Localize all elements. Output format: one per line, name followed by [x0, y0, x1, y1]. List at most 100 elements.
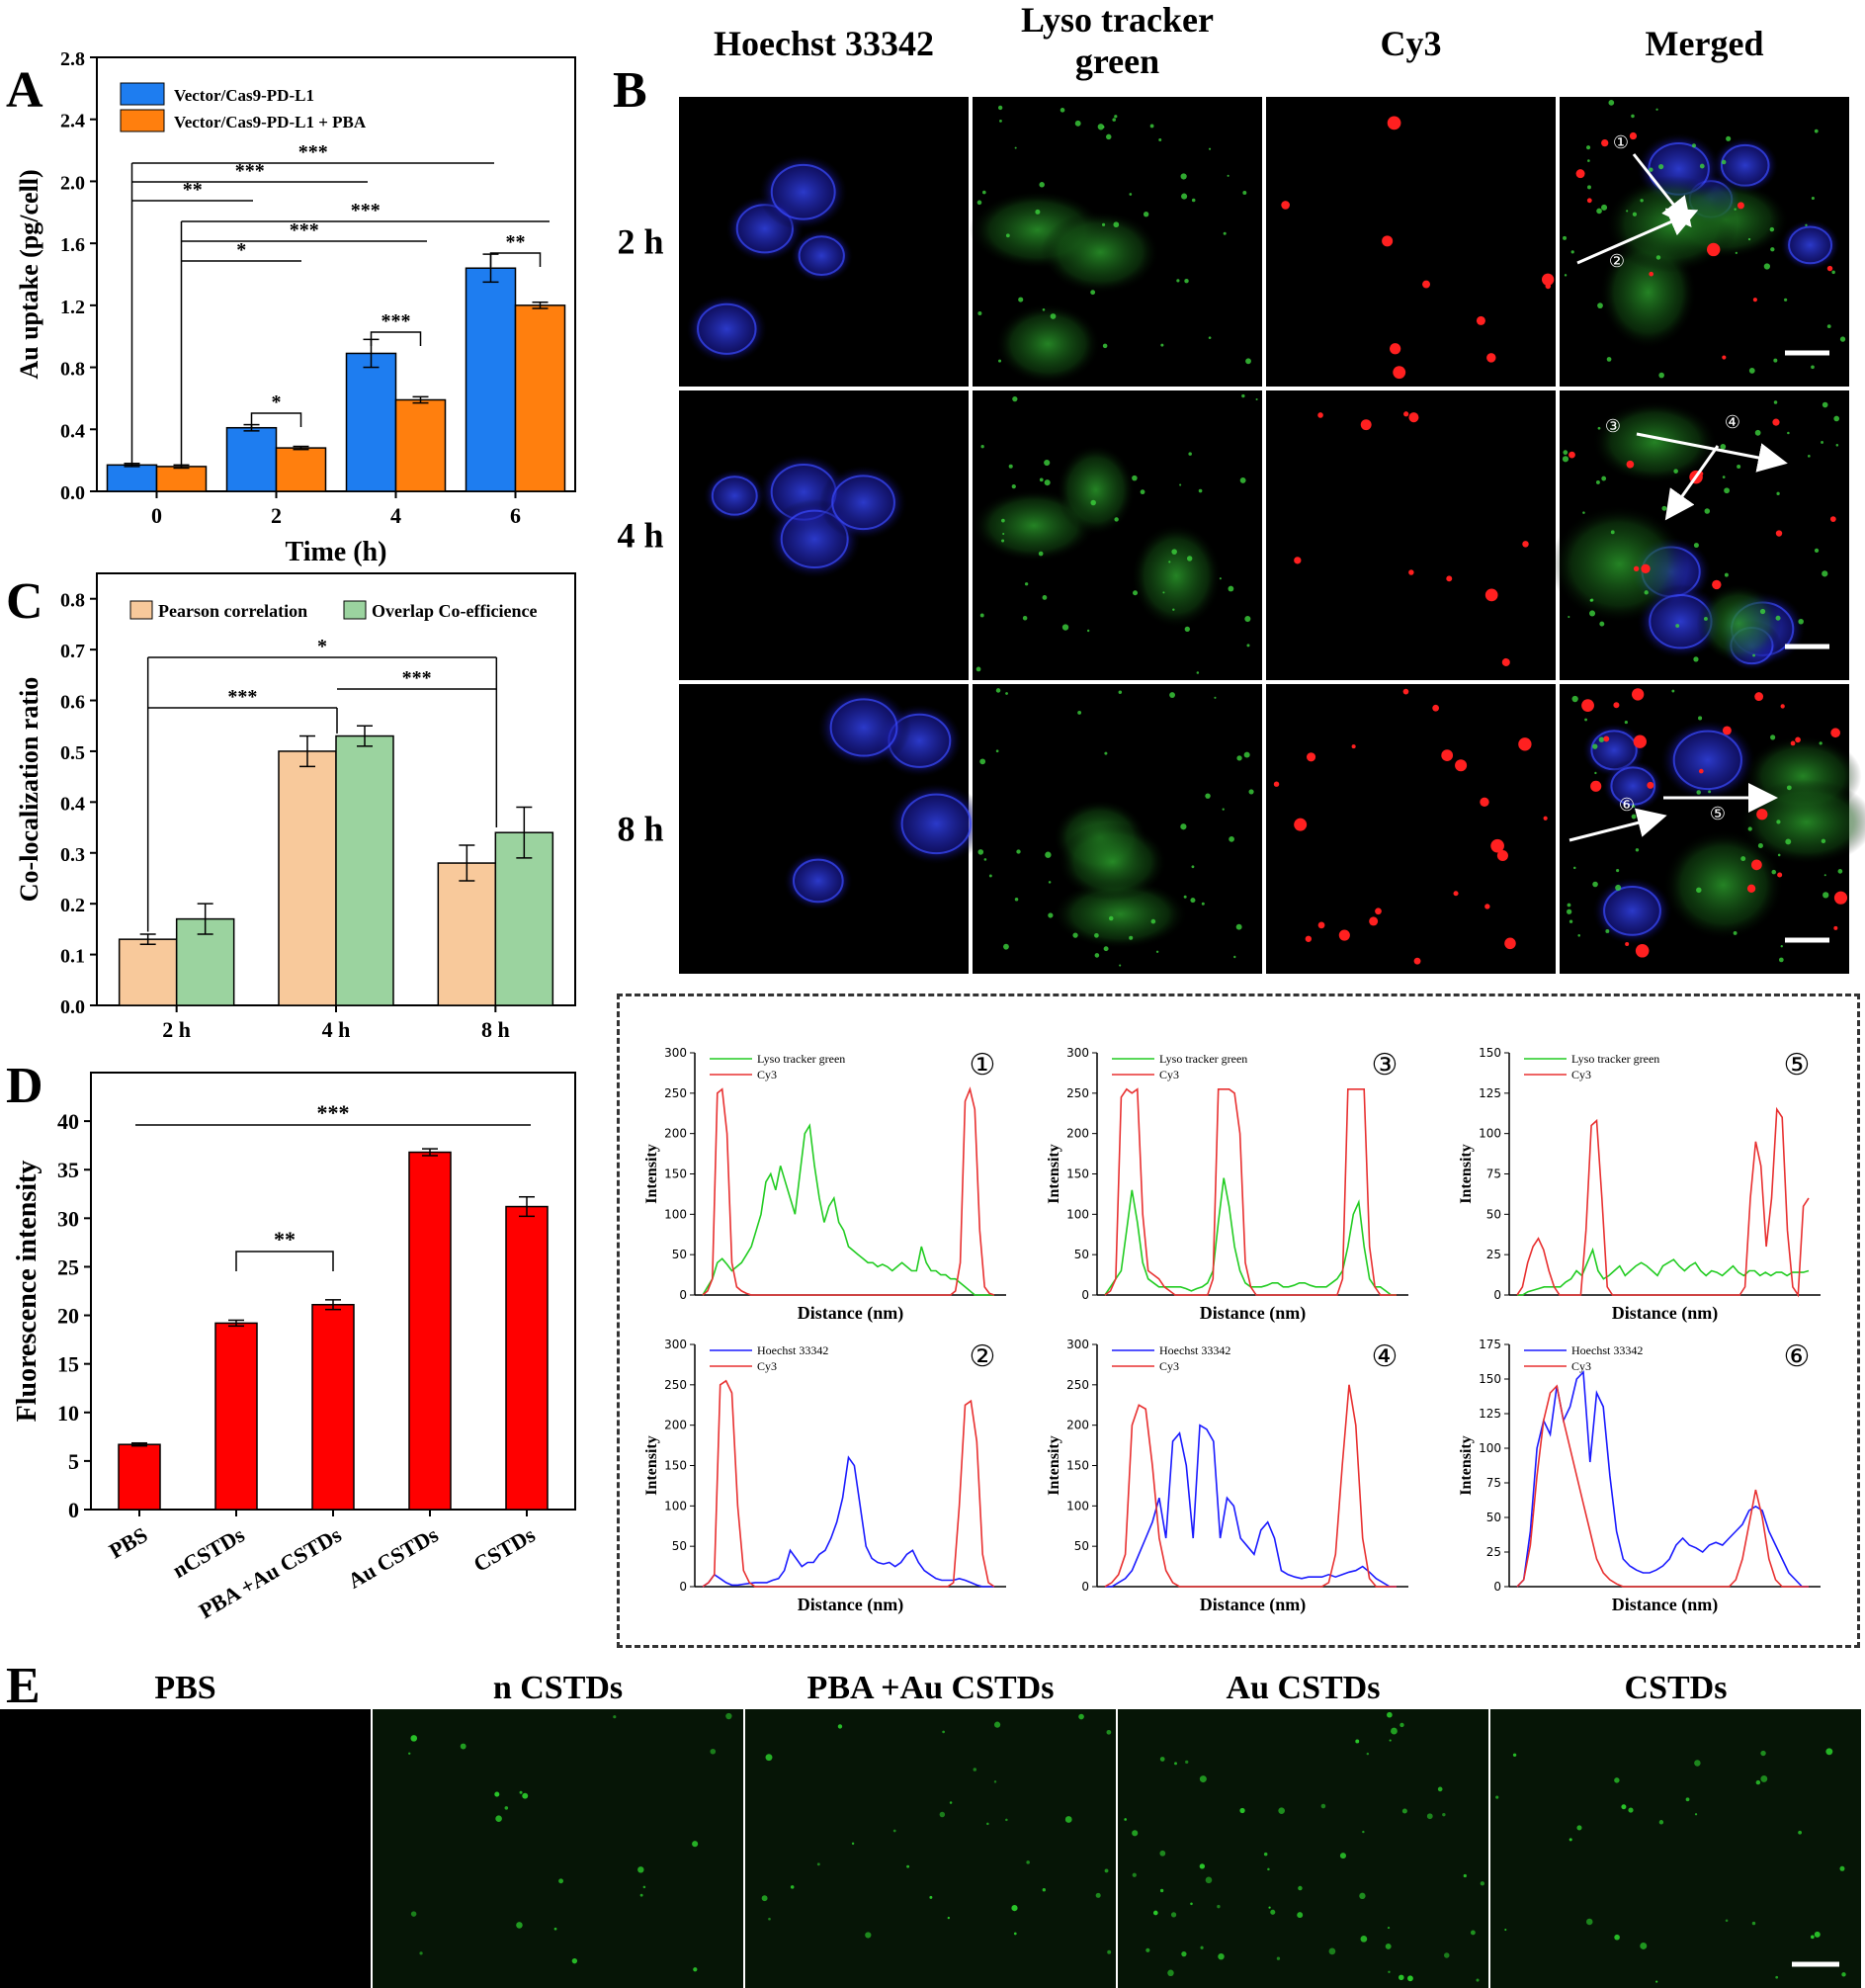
lysosome-dot — [1572, 866, 1576, 870]
micrograph-tile — [970, 97, 1262, 387]
lysosome-dot — [1605, 928, 1610, 933]
y-tick-label: 1.2 — [60, 297, 85, 318]
y-tick-label: 75 — [1486, 1476, 1501, 1490]
lysosome-dot — [1759, 608, 1766, 615]
fluorescent-spot — [993, 1780, 997, 1783]
cy3-spot — [1613, 702, 1620, 709]
y-tick-label: 200 — [1066, 1127, 1089, 1141]
fluorescent-spot — [613, 1715, 617, 1719]
lysosome-dot — [1045, 851, 1052, 858]
y-tick-label: 50 — [1486, 1207, 1501, 1221]
fluorescent-spot — [1095, 1892, 1101, 1898]
fluorescent-spot — [1185, 1760, 1189, 1765]
cy3-spot — [1752, 298, 1757, 303]
panel-letter-b: B — [613, 62, 647, 119]
fluorescent-spot — [1106, 1729, 1112, 1735]
y-tick-label: 0 — [1081, 1580, 1089, 1594]
legend-swatch-peach — [129, 600, 153, 620]
fluorescent-spot — [1751, 1921, 1756, 1926]
bar — [278, 750, 337, 1006]
lysosome-dot — [980, 445, 984, 449]
cy3-spot — [1581, 699, 1594, 713]
lysosome-dot — [1208, 147, 1212, 150]
significance-bracket — [370, 331, 422, 346]
lysosome-dot — [1582, 511, 1585, 514]
panel-letter-c: C — [6, 573, 43, 630]
lysosome-dot — [1720, 443, 1727, 450]
x-axis-label: Time (h) — [286, 537, 387, 567]
lysosome-dot — [1222, 808, 1225, 811]
lysosome-dot — [1587, 185, 1591, 190]
lysosome-dot — [1191, 198, 1196, 203]
y-tick-label: 300 — [664, 1046, 687, 1060]
lysosome-dot — [1661, 505, 1667, 511]
fluorescent-spot — [1442, 1812, 1446, 1817]
cy3-spot — [1772, 418, 1780, 426]
bar — [311, 1304, 355, 1511]
lysosome-dot — [1724, 572, 1729, 577]
lysosome-dot — [1655, 108, 1658, 111]
fluorescent-spot — [1798, 1830, 1803, 1835]
cy3-spot — [1647, 781, 1654, 789]
roi-marker: ⑥ — [1619, 795, 1635, 816]
cy3-spot — [1829, 516, 1836, 523]
legend-label: Vector/Cas9-PD-L1 + PBA — [174, 113, 367, 131]
cy3-spot — [1649, 271, 1653, 277]
lysosome-dot — [1155, 950, 1159, 953]
fluorescent-spot — [410, 1911, 417, 1917]
nucleus-outline — [900, 793, 973, 855]
cy3-spot — [1603, 735, 1610, 742]
fluorescence-tile — [1118, 1709, 1488, 1988]
cy3-spot — [1722, 355, 1727, 360]
cy3-spot — [1408, 412, 1419, 423]
lysosome-dot — [1658, 372, 1664, 379]
roi-marker: ⑤ — [1784, 1048, 1811, 1082]
lysosome-dot — [1734, 208, 1737, 211]
lysosome-dot — [1778, 957, 1784, 963]
lysosome-dot — [1570, 250, 1574, 254]
fluorescent-spot — [692, 1841, 699, 1848]
lysosome-dot — [998, 359, 1002, 363]
fluorescent-spot — [816, 1862, 820, 1866]
lysosome-dot — [1048, 881, 1052, 884]
x-axis-label: Distance (nm) — [798, 1595, 903, 1615]
fluorescent-spot — [1825, 1748, 1833, 1756]
lysosome-dot — [1244, 615, 1251, 623]
cytoplasm — [1058, 822, 1168, 902]
significance-bracket — [235, 1251, 334, 1271]
y-tick-label: 250 — [1066, 1086, 1089, 1100]
lysosome-dot — [1585, 145, 1591, 150]
significance-label: * — [236, 239, 246, 261]
x-axis-label: Distance (nm) — [798, 1303, 903, 1324]
cy3-spot — [1545, 283, 1552, 290]
lysosome-dot — [982, 190, 986, 195]
panel-e-label: PBS — [154, 1670, 215, 1706]
lysosome-dot — [1132, 475, 1138, 481]
significance-bracket — [250, 412, 302, 427]
fluorescent-spot — [1174, 1762, 1177, 1766]
x-axis-label: Distance (nm) — [1200, 1303, 1306, 1324]
fluorescent-spot — [1512, 1753, 1517, 1758]
chart-a: 0.0 0.4 0.8 1.2 1.6 2.0 2.4 2.8 0 2 4 6 Au uptake (p… — [15, 48, 576, 567]
significance-label: * — [317, 636, 327, 657]
lysosome-dot — [1763, 263, 1770, 270]
y-tick-label: 250 — [1066, 1378, 1089, 1392]
micrograph-background — [1266, 684, 1556, 974]
cy3-spot — [1633, 565, 1640, 572]
y-tick-label: 0 — [679, 1580, 687, 1594]
fluorescent-spot — [906, 1864, 910, 1868]
lysosome-dot — [1777, 853, 1781, 857]
fluorescent-spot — [1159, 1888, 1164, 1893]
lysosome-dot — [1752, 653, 1755, 657]
cy3-spot — [1281, 201, 1290, 210]
significance-label: * — [272, 391, 282, 413]
y-tick-label: 0.0 — [60, 482, 85, 504]
fluorescent-spot — [1811, 1935, 1815, 1940]
fluorescent-spot — [1694, 1813, 1698, 1816]
lysosome-dot — [1205, 793, 1211, 799]
lysosome-dot — [1733, 930, 1738, 935]
profile-panel: 0 50 100 150 200 250 300 Intensity Distance (nm)… — [1046, 1046, 1408, 1324]
lysosome-dot — [1008, 464, 1013, 469]
y-tick-label: 0 — [679, 1288, 687, 1302]
micrograph-tile — [679, 390, 969, 680]
